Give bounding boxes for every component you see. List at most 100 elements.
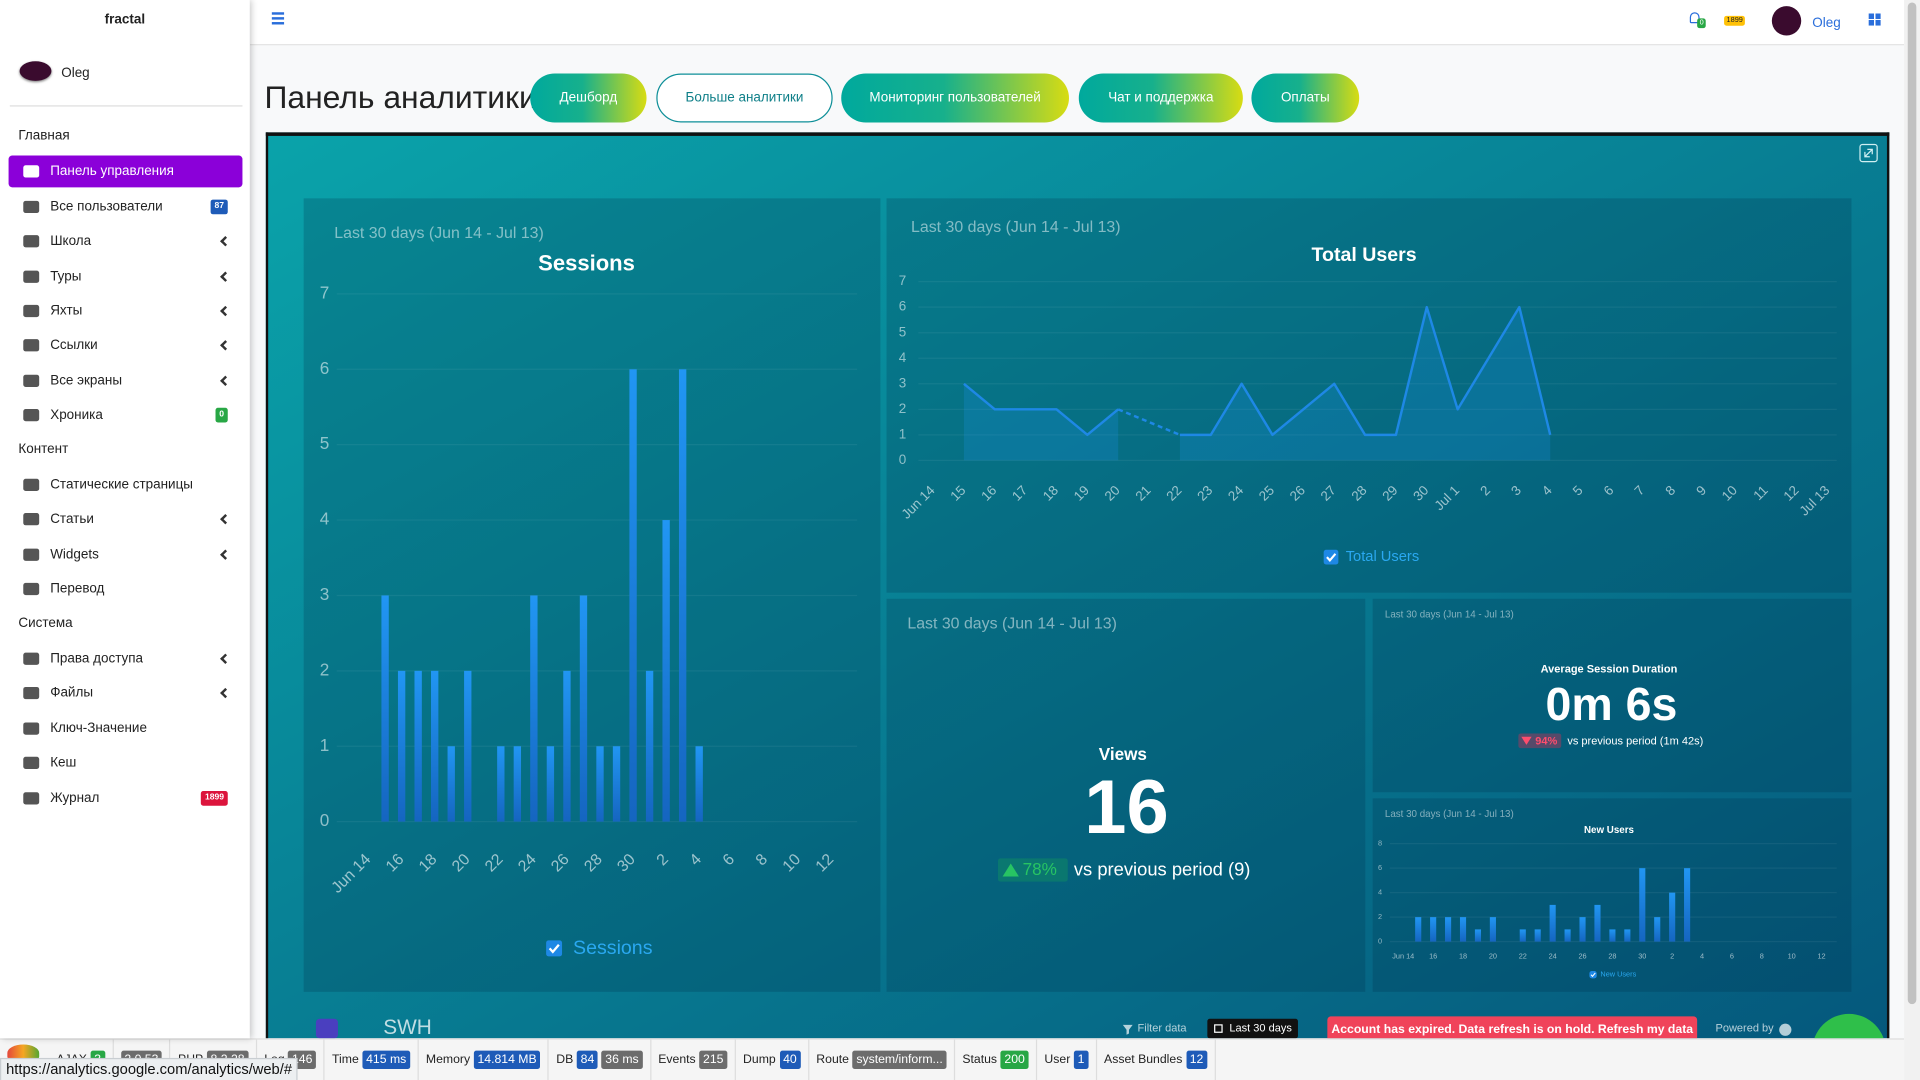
user-name[interactable]: Oleg — [61, 66, 90, 81]
fullscreen-button[interactable] — [1859, 143, 1878, 163]
scrollbar[interactable] — [1904, 0, 1920, 1080]
user-name[interactable]: Oleg — [1812, 15, 1841, 31]
avatar — [19, 61, 52, 81]
debug-item[interactable]: Events 215 — [651, 1038, 736, 1080]
bar — [1564, 929, 1571, 942]
bar — [447, 746, 455, 822]
range-button[interactable] — [1207, 1018, 1298, 1039]
chart-title: New Users — [1584, 825, 1635, 836]
menu-toggle[interactable] — [271, 12, 285, 25]
x-tick-label: 28 — [1349, 483, 1370, 504]
debug-label: Asset Bundles — [1104, 1053, 1183, 1067]
chevron — [220, 271, 231, 282]
frame-border — [265, 132, 269, 1039]
nav-item[interactable]: Статьи — [9, 504, 243, 536]
nav-item[interactable]: Права доступа — [9, 643, 243, 675]
tab[interactable]: Мониторинг пользователей — [841, 73, 1069, 123]
nav-label: Статические страницы — [50, 477, 193, 493]
x-tick-label: 8 — [1760, 951, 1764, 960]
tasks-badge[interactable]: 1899 — [1724, 15, 1746, 26]
y-tick-label: 1 — [320, 735, 330, 755]
y-tick-label: 3 — [320, 584, 330, 604]
topbar: 0 1899 Oleg — [249, 0, 1905, 46]
debug-item[interactable]: User 1 — [1037, 1038, 1097, 1080]
y-tick-label: 7 — [899, 273, 906, 288]
y-tick-label: 6 — [899, 299, 906, 314]
x-tick-label: 17 — [1009, 483, 1030, 504]
nav-item[interactable]: Ссылки — [9, 330, 243, 362]
alert-text: Account has expired. Data refresh is on … — [1331, 1022, 1693, 1036]
change-arrow — [1002, 863, 1019, 877]
nav-label: Школа — [50, 234, 92, 249]
divider — [9, 105, 243, 107]
nav-item[interactable]: Панель управления — [8, 155, 243, 188]
nav-label: Ключ-Значение — [50, 720, 147, 736]
nav-icon — [23, 200, 40, 213]
nav-item[interactable]: Widgets — [9, 539, 243, 571]
bar — [645, 670, 654, 822]
debug-badge: 12 — [1186, 1050, 1207, 1069]
tab[interactable]: Дешборд — [530, 73, 647, 123]
debug-label: Status — [962, 1053, 998, 1067]
debug-label: User — [1044, 1053, 1071, 1067]
debug-badge: system/inform... — [852, 1050, 947, 1069]
avatar[interactable] — [1771, 6, 1802, 36]
nav-item[interactable]: Кеш — [9, 747, 243, 779]
powered-by: Powered by — [1716, 1022, 1775, 1034]
apps-icon[interactable] — [1868, 13, 1881, 26]
calendar-icon — [1214, 1024, 1223, 1033]
filter-button[interactable]: Filter data — [1138, 1022, 1188, 1034]
nav-item[interactable]: Хроника 0 — [9, 399, 243, 431]
y-tick-label: 4 — [899, 350, 907, 365]
debug-badge: 215 — [699, 1050, 728, 1069]
alert[interactable] — [1327, 1016, 1698, 1039]
change-arrow — [1521, 736, 1532, 745]
bar — [1459, 917, 1467, 942]
debug-item[interactable]: Dump 40 — [736, 1038, 809, 1080]
bar — [431, 670, 439, 822]
debug-item[interactable]: Route system/inform... — [809, 1038, 955, 1080]
footer-brand: SWH — [383, 1016, 432, 1038]
debug-item[interactable]: Time 415 ms — [325, 1038, 419, 1080]
brand[interactable]: fractal — [104, 12, 146, 27]
bar — [678, 369, 687, 822]
bar — [513, 746, 522, 822]
nav-icon — [23, 374, 40, 387]
bell-icon[interactable] — [1689, 12, 1700, 24]
panel — [1372, 598, 1852, 793]
chevron — [220, 688, 231, 699]
nav-icon — [23, 583, 40, 596]
nav-item[interactable]: Школа — [9, 226, 243, 258]
debug-label: DB — [556, 1053, 574, 1067]
nav-item[interactable]: Статические страницы — [9, 469, 243, 501]
chat-button[interactable] — [1812, 1013, 1885, 1039]
tab[interactable]: Больше аналитики — [656, 73, 833, 123]
tab[interactable]: Чат и поддержка — [1078, 73, 1243, 123]
debug-item[interactable]: Asset Bundles 12 — [1097, 1038, 1216, 1080]
bar — [1579, 917, 1586, 942]
nav-item[interactable]: Все экраны — [9, 365, 243, 397]
bar — [1684, 868, 1691, 942]
panel-subtitle: Last 30 days (Jun 14 - Jul 13) — [334, 225, 544, 242]
bar — [1415, 917, 1422, 942]
y-tick-label: 1 — [899, 426, 906, 441]
nav-item[interactable]: Журнал 1899 — [9, 782, 243, 814]
nav-item[interactable]: Ключ-Значение — [9, 712, 243, 744]
nav-item[interactable]: Яхты — [9, 295, 243, 327]
legend-label: Total Users — [1346, 549, 1419, 565]
debug-item[interactable]: Status 200 — [955, 1038, 1038, 1080]
nav-label: Файлы — [50, 686, 94, 701]
x-tick-label: 24 — [1549, 951, 1557, 960]
fullscreen-icon — [1864, 148, 1873, 158]
nav-item[interactable]: Туры — [9, 260, 243, 292]
bar — [579, 595, 588, 822]
tab[interactable]: Оплаты — [1251, 73, 1360, 123]
nav-label: Туры — [50, 268, 82, 284]
debug-item[interactable]: DB 84 36 ms — [549, 1038, 651, 1080]
debug-item[interactable]: Memory 14.814 MB — [419, 1038, 549, 1080]
nav-item[interactable]: Все пользователи 87 — [9, 191, 243, 223]
nav-badge: 0 — [215, 407, 228, 423]
section-title: Главная — [18, 128, 70, 144]
nav-item[interactable]: Файлы — [9, 678, 243, 710]
nav-item[interactable]: Перевод — [9, 573, 243, 605]
